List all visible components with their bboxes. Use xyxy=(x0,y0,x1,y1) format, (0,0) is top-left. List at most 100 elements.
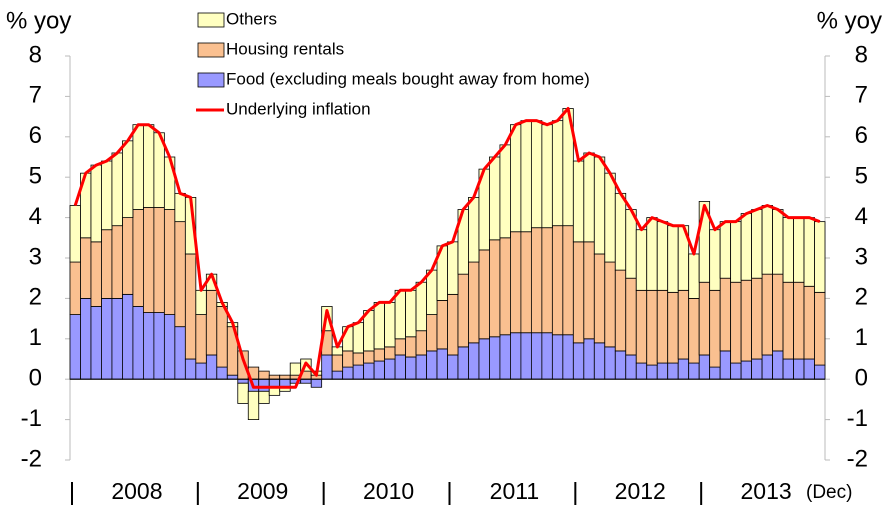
bar-segment xyxy=(772,273,784,352)
bar-segment xyxy=(69,205,81,263)
bar-segment xyxy=(782,281,794,360)
bar-segment xyxy=(499,237,511,336)
bar-segment xyxy=(709,289,721,368)
bar-segment xyxy=(614,192,627,271)
bar-segment xyxy=(195,314,207,364)
bar-segment xyxy=(772,350,784,380)
y-axis-label: % yoy xyxy=(6,7,71,34)
bar-segment xyxy=(373,348,385,362)
bar-segment xyxy=(415,354,427,380)
bar-segment xyxy=(530,120,543,229)
legend-label: Housing rentals xyxy=(226,39,344,58)
bar-segment xyxy=(478,338,490,380)
y-tick-label: -1 xyxy=(21,405,42,432)
y2-tick-label: 0 xyxy=(855,365,868,392)
bar-segment xyxy=(415,330,427,356)
bar-segment xyxy=(352,364,365,380)
bar-segment xyxy=(80,237,92,299)
bar-segment xyxy=(405,289,417,338)
bar-segment xyxy=(468,261,480,344)
bar-segment xyxy=(572,241,585,344)
bar-segment xyxy=(342,326,354,352)
y-tick-label: 4 xyxy=(29,203,42,230)
year-label: 2011 xyxy=(490,478,539,504)
bar-segment xyxy=(510,124,522,233)
bar-segment xyxy=(803,358,815,380)
bar-segment xyxy=(363,362,375,380)
bar-segment xyxy=(184,253,197,360)
bar-segment xyxy=(394,338,406,356)
bar-segment xyxy=(415,281,427,332)
bar-segment xyxy=(122,140,134,218)
y2-tick-label: 1 xyxy=(855,324,868,351)
bar-segment xyxy=(436,300,448,350)
bar-segment xyxy=(478,249,490,340)
bar-segment xyxy=(184,358,197,380)
bar-segment xyxy=(205,289,218,356)
bar-segment xyxy=(457,273,469,348)
bar-segment xyxy=(384,302,396,348)
bar-segment xyxy=(69,314,81,380)
y-tick-label: 3 xyxy=(29,243,42,270)
bar-segment xyxy=(740,213,752,281)
y2-tick-label: -1 xyxy=(847,405,868,432)
line-series xyxy=(73,107,821,389)
bar-segment xyxy=(730,221,742,283)
bar-segment xyxy=(646,364,658,380)
bar-segment xyxy=(80,297,92,380)
bar-segment xyxy=(457,346,469,380)
bar-segment xyxy=(761,205,773,275)
bar-segment xyxy=(163,209,176,315)
bar-segment xyxy=(352,352,365,366)
bar-segment xyxy=(793,281,805,360)
bar-segment xyxy=(394,354,406,380)
bar-segment xyxy=(122,293,134,380)
legend-swatch xyxy=(197,42,225,58)
bar-segment xyxy=(289,362,302,376)
bar-segment xyxy=(384,346,396,360)
bar-segment xyxy=(237,382,249,404)
year-label: 2009 xyxy=(237,478,288,504)
bar-segment xyxy=(688,253,700,299)
bar-segment xyxy=(394,289,406,340)
bar-segment xyxy=(656,289,669,364)
bar-segment xyxy=(174,221,186,328)
bar-segment xyxy=(132,306,144,380)
bar-segment xyxy=(698,354,711,380)
bar-segment xyxy=(572,160,585,243)
year-label: 2010 xyxy=(363,478,414,504)
bar-segment xyxy=(101,229,113,299)
bar-segment xyxy=(436,348,448,380)
bar-segment xyxy=(143,124,155,208)
bar-segment xyxy=(667,225,679,293)
bar-segment xyxy=(195,362,207,380)
bar-segment xyxy=(331,370,344,380)
bar-segment xyxy=(761,354,773,380)
legend-label: Underlying inflation xyxy=(226,99,371,118)
bar-segment xyxy=(677,289,690,360)
bar-segment xyxy=(562,334,574,380)
y2-axis-label: % yoy xyxy=(817,7,882,34)
bar-segment xyxy=(132,124,144,210)
bar-segment xyxy=(793,358,805,380)
bar-segment xyxy=(195,289,207,315)
bar-segment xyxy=(583,338,595,380)
y-tick-label: 7 xyxy=(29,82,42,109)
bar-segment xyxy=(468,342,480,380)
bar-segment xyxy=(667,362,679,380)
bar-segment xyxy=(667,291,679,364)
year-label: 2012 xyxy=(615,478,666,504)
bar-segment xyxy=(258,370,270,380)
bar-segment xyxy=(782,358,794,380)
y2-tick-label: 5 xyxy=(855,163,868,190)
bar-segment xyxy=(331,354,344,372)
bar-segment xyxy=(677,358,690,380)
bar-segment xyxy=(583,241,595,340)
bar-segment xyxy=(247,390,260,421)
bar-segment xyxy=(709,366,721,380)
bar-segment xyxy=(730,362,742,380)
bar-segment xyxy=(688,297,700,364)
bar-segment xyxy=(751,209,763,279)
bar-segment xyxy=(593,156,606,255)
bar-segment xyxy=(153,312,165,380)
